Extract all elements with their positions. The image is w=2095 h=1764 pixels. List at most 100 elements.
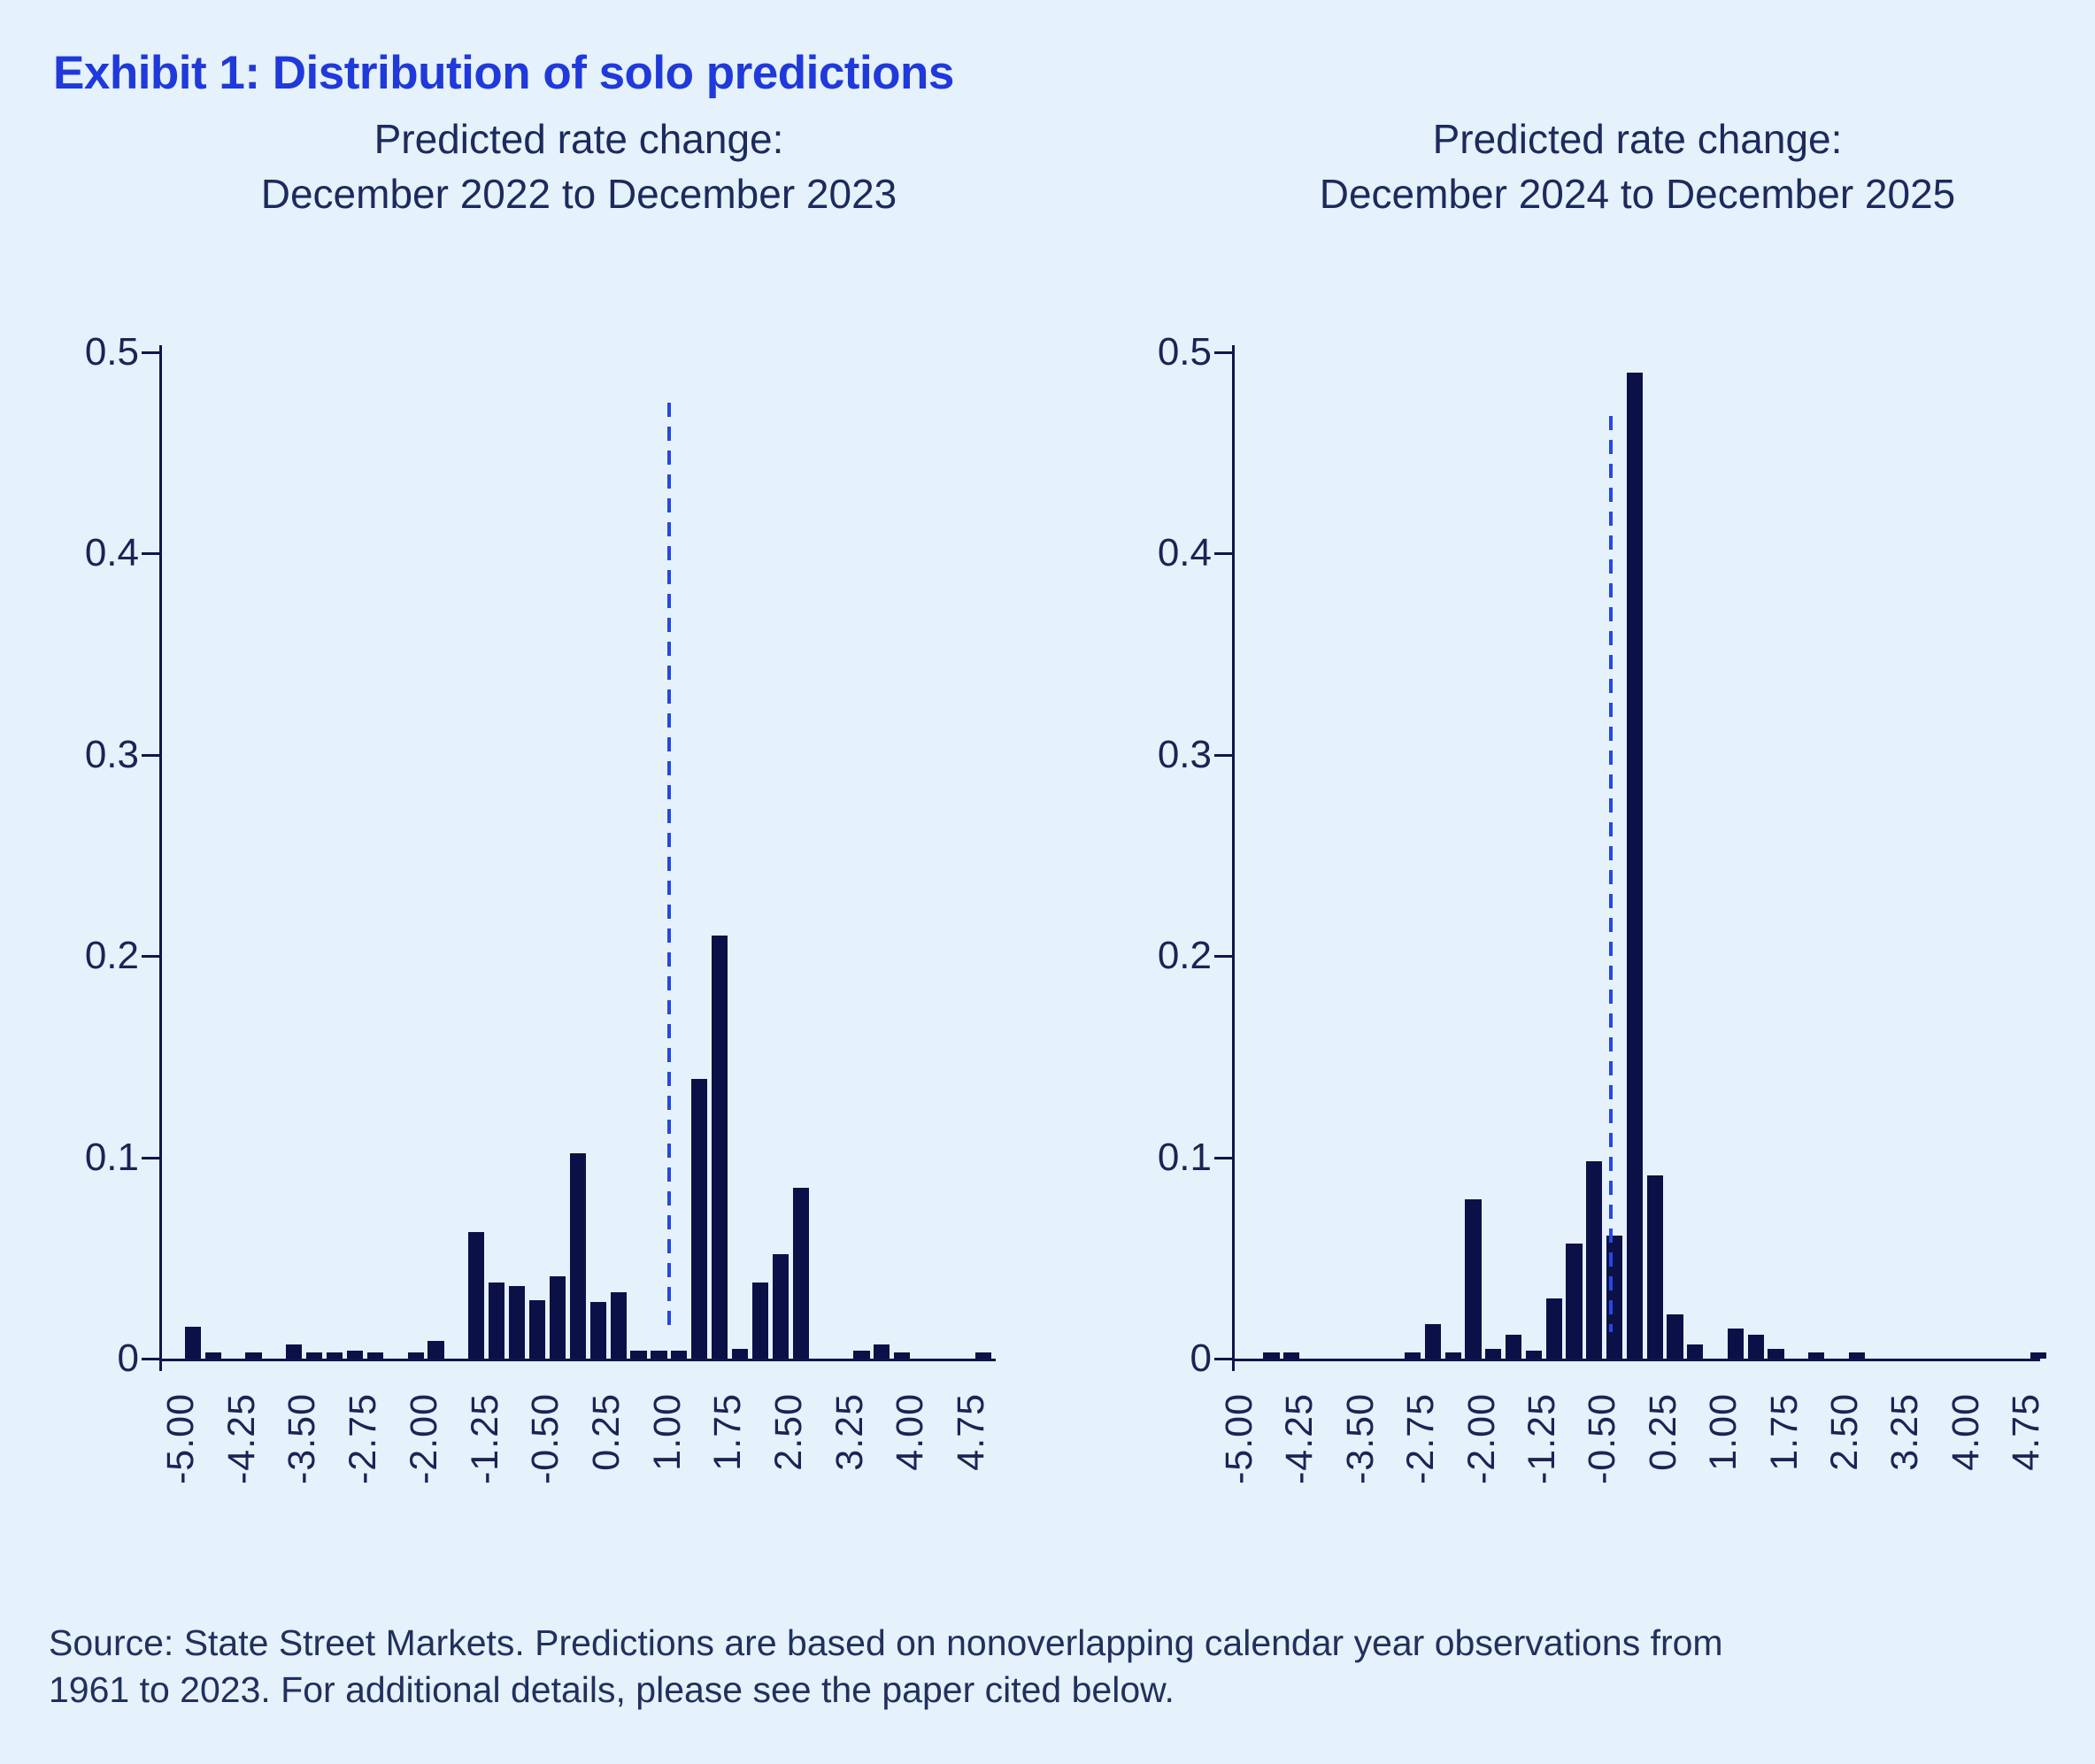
histogram-bar — [468, 1231, 485, 1359]
histogram-bar — [184, 1326, 201, 1359]
source-note: Source: State Street Markets. Prediction… — [49, 1620, 2040, 1714]
x-tick-label: -4.25 — [220, 1393, 263, 1485]
x-tick-label: -5.00 — [159, 1393, 202, 1485]
x-tick-label: -2.00 — [402, 1393, 445, 1485]
x-tick-label: 4.00 — [1944, 1393, 1987, 1471]
y-tick-label: 0.4 — [1157, 531, 1212, 575]
y-tick-mark — [1214, 955, 1232, 959]
histogram-bar — [751, 1282, 769, 1359]
histogram-bar — [1283, 1352, 1300, 1359]
chart-right-subtitle-line1: Predicted rate change: — [1432, 116, 1843, 162]
y-tick-label: 0.3 — [84, 732, 139, 776]
histogram-bar — [569, 1153, 586, 1359]
histogram-bar — [489, 1282, 505, 1359]
histogram-bar — [1667, 1313, 1683, 1359]
x-tick-label: -5.00 — [1218, 1393, 1260, 1485]
histogram-bar — [1687, 1344, 1704, 1359]
x-tick-label: 1.00 — [1702, 1393, 1745, 1471]
y-tick-mark — [142, 1156, 159, 1159]
x-tick-label: 4.75 — [2005, 1393, 2048, 1471]
histogram-bar — [691, 1078, 708, 1359]
x-tick-label: 2.50 — [1823, 1393, 1866, 1471]
y-tick-mark — [1214, 753, 1232, 757]
y-tick-mark — [1214, 552, 1232, 556]
histogram-bar — [630, 1350, 647, 1359]
dashed-reference-line — [1608, 416, 1613, 1332]
x-tick-label: 4.75 — [950, 1393, 993, 1471]
x-tick-label: 3.25 — [1883, 1393, 1927, 1471]
histogram-bar — [589, 1302, 606, 1359]
histogram-bar — [245, 1352, 262, 1359]
histogram-bar — [549, 1275, 566, 1359]
chart-right-subtitle-line2: December 2024 to December 2025 — [1319, 171, 1956, 217]
histogram-bar — [1485, 1348, 1502, 1359]
x-tick-label: 0.25 — [584, 1393, 628, 1471]
source-note-line2: 1961 to 2023. For additional details, pl… — [49, 1669, 1175, 1710]
y-tick-label: 0 — [117, 1336, 139, 1380]
histogram-bar — [610, 1291, 627, 1359]
x-tick-label: -0.50 — [1581, 1393, 1624, 1485]
x-tick-label: 4.00 — [889, 1393, 932, 1471]
histogram-bar — [671, 1350, 688, 1359]
histogram-bar — [874, 1344, 890, 1359]
histogram-bar — [407, 1352, 424, 1359]
y-tick-label: 0.5 — [1157, 330, 1212, 374]
histogram-bar — [974, 1352, 991, 1359]
histogram-bar — [1626, 372, 1643, 1359]
y-tick-label: 0.2 — [84, 934, 139, 978]
histogram-bar — [1545, 1298, 1562, 1359]
x-tick-label: -2.00 — [1460, 1393, 1503, 1485]
source-note-line1: Source: State Street Markets. Prediction… — [49, 1622, 1723, 1663]
y-tick-mark — [1214, 1156, 1232, 1159]
histogram-bar — [1525, 1350, 1542, 1359]
histogram-bar — [1727, 1328, 1744, 1359]
histogram-bar — [326, 1352, 343, 1359]
y-tick-label: 0.1 — [84, 1135, 139, 1179]
histogram-bar — [286, 1344, 303, 1359]
histogram-bar — [1424, 1324, 1441, 1359]
x-tick-label: 0.25 — [1641, 1393, 1684, 1471]
x-tick-label: -2.75 — [1399, 1393, 1443, 1485]
y-axis-line — [159, 345, 162, 1371]
histogram-bar — [528, 1300, 546, 1359]
histogram-bar — [731, 1348, 749, 1359]
histogram-bar — [1444, 1352, 1461, 1359]
y-tick-mark — [142, 351, 159, 354]
x-tick-label: -4.25 — [1278, 1393, 1321, 1485]
x-tick-label: 3.25 — [828, 1393, 871, 1471]
y-tick-label: 0.4 — [84, 531, 139, 575]
histogram-bar — [853, 1350, 870, 1359]
y-tick-label: 0 — [1190, 1336, 1212, 1380]
histogram-bar — [1848, 1352, 1865, 1359]
x-tick-label: -3.50 — [1338, 1393, 1382, 1485]
x-tick-label: -1.25 — [1521, 1393, 1563, 1485]
histogram-bar — [1465, 1199, 1482, 1359]
histogram-bar — [712, 936, 728, 1359]
x-tick-label: 1.00 — [645, 1393, 689, 1471]
y-tick-mark — [1214, 351, 1232, 354]
histogram-bar — [427, 1340, 444, 1359]
y-tick-mark — [142, 1358, 159, 1360]
x-tick-label: -2.75 — [342, 1393, 385, 1485]
histogram-bar — [1808, 1352, 1825, 1359]
x-tick-label: -1.25 — [463, 1393, 506, 1485]
x-tick-label: -0.50 — [524, 1393, 567, 1485]
chart-left-subtitle-line2: December 2022 to December 2023 — [260, 171, 897, 217]
dashed-reference-line — [666, 403, 671, 1325]
histogram-bar — [366, 1352, 383, 1359]
histogram-bar — [651, 1350, 667, 1359]
histogram-bar — [346, 1350, 364, 1359]
x-tick-label: 2.50 — [767, 1393, 810, 1471]
y-tick-mark — [142, 753, 159, 757]
histogram-bar — [1768, 1348, 1784, 1359]
histogram-bar — [894, 1352, 911, 1359]
histogram-bar — [772, 1253, 789, 1359]
x-axis-line — [159, 1359, 996, 1361]
histogram-bar — [204, 1352, 221, 1359]
histogram-bar — [1586, 1161, 1603, 1359]
x-tick-label: -3.50 — [281, 1393, 324, 1485]
y-tick-mark — [142, 552, 159, 556]
x-axis-line — [1232, 1359, 2040, 1361]
histogram-bar — [306, 1352, 323, 1359]
chart-left-subtitle: Predicted rate change: December 2022 to … — [48, 112, 1110, 221]
